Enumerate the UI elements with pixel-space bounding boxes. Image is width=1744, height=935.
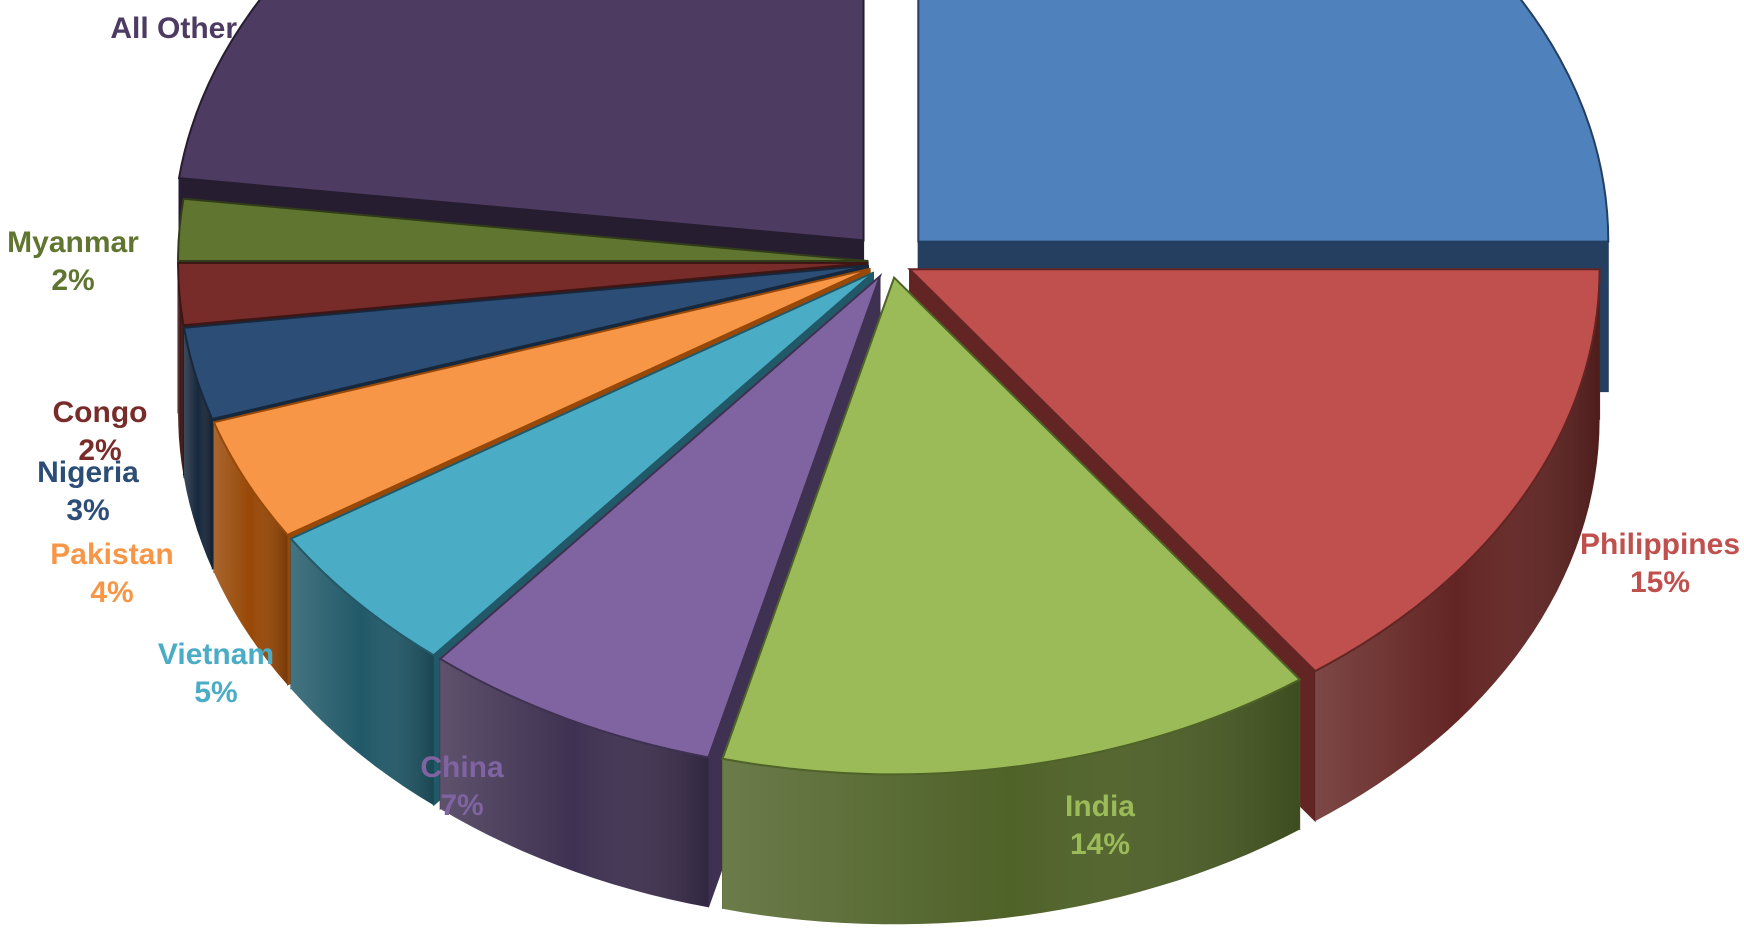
slice-label-philippines: Philippines 15% [1580,528,1740,599]
slice-name-vietnam: Vietnam [158,638,274,671]
slice-label-myanmar: Myanmar 2% [7,226,139,297]
slice-label-china: China 7% [420,751,504,822]
slice-label-all-other-foreign-born: All Other Foreign Born 23% [110,12,433,83]
slice-labels: Mexico 25% Philippines 15% India 14% China 7% Vi… [7,12,1740,861]
slice-name-congo: Congo [53,396,148,429]
slice-value-india: 14% [1070,828,1130,861]
slice-label-congo: Congo 2% [53,396,148,467]
slice-value-nigeria: 3% [66,494,109,527]
slice-label-vietnam: Vietnam 5% [158,638,274,709]
pie-slice-vietnam [289,271,875,657]
slice-name-nigeria: Nigeria [37,456,139,489]
pie-slice-china [438,272,883,759]
pie-slice-myanmar [177,197,869,263]
slice-value-china: 7% [440,789,483,822]
slice-name-all-other-foreign-born: All Other Foreign Born [110,12,433,45]
slice-value-vietnam: 5% [194,676,237,709]
slice-name-india: India [1065,790,1135,823]
pie-slice-india [721,275,1302,776]
pie-top-faces [177,0,1610,776]
slice-value-mexico: 25% [1270,60,1330,93]
pie-slice-all-other-foreign-born [177,0,865,242]
pie-slice-pakistan [212,267,871,537]
slice-value-philippines: 15% [1630,566,1690,599]
slice-name-philippines: Philippines [1580,528,1740,561]
slice-value-myanmar: 2% [51,264,94,297]
slice-value-congo: 2% [78,434,121,467]
slice-label-mexico: Mexico 25% [1249,22,1351,93]
pie-slice-nigeria [182,264,869,421]
slice-label-india: India 14% [1065,790,1135,861]
slice-label-pakistan: Pakistan 4% [50,538,173,609]
pie-slice-congo [177,261,869,327]
slice-name-mexico: Mexico [1249,22,1351,55]
slice-name-myanmar: Myanmar [7,226,139,259]
slice-name-china: China [420,751,504,784]
slice-value-all-other-foreign-born: 23% [242,50,302,83]
slice-name-pakistan: Pakistan [50,538,173,571]
pie-slice-mexico [917,0,1610,243]
pie-slice-philippines [907,268,1601,673]
slice-label-nigeria: Nigeria 3% [37,456,139,527]
slice-value-pakistan: 4% [90,576,133,609]
